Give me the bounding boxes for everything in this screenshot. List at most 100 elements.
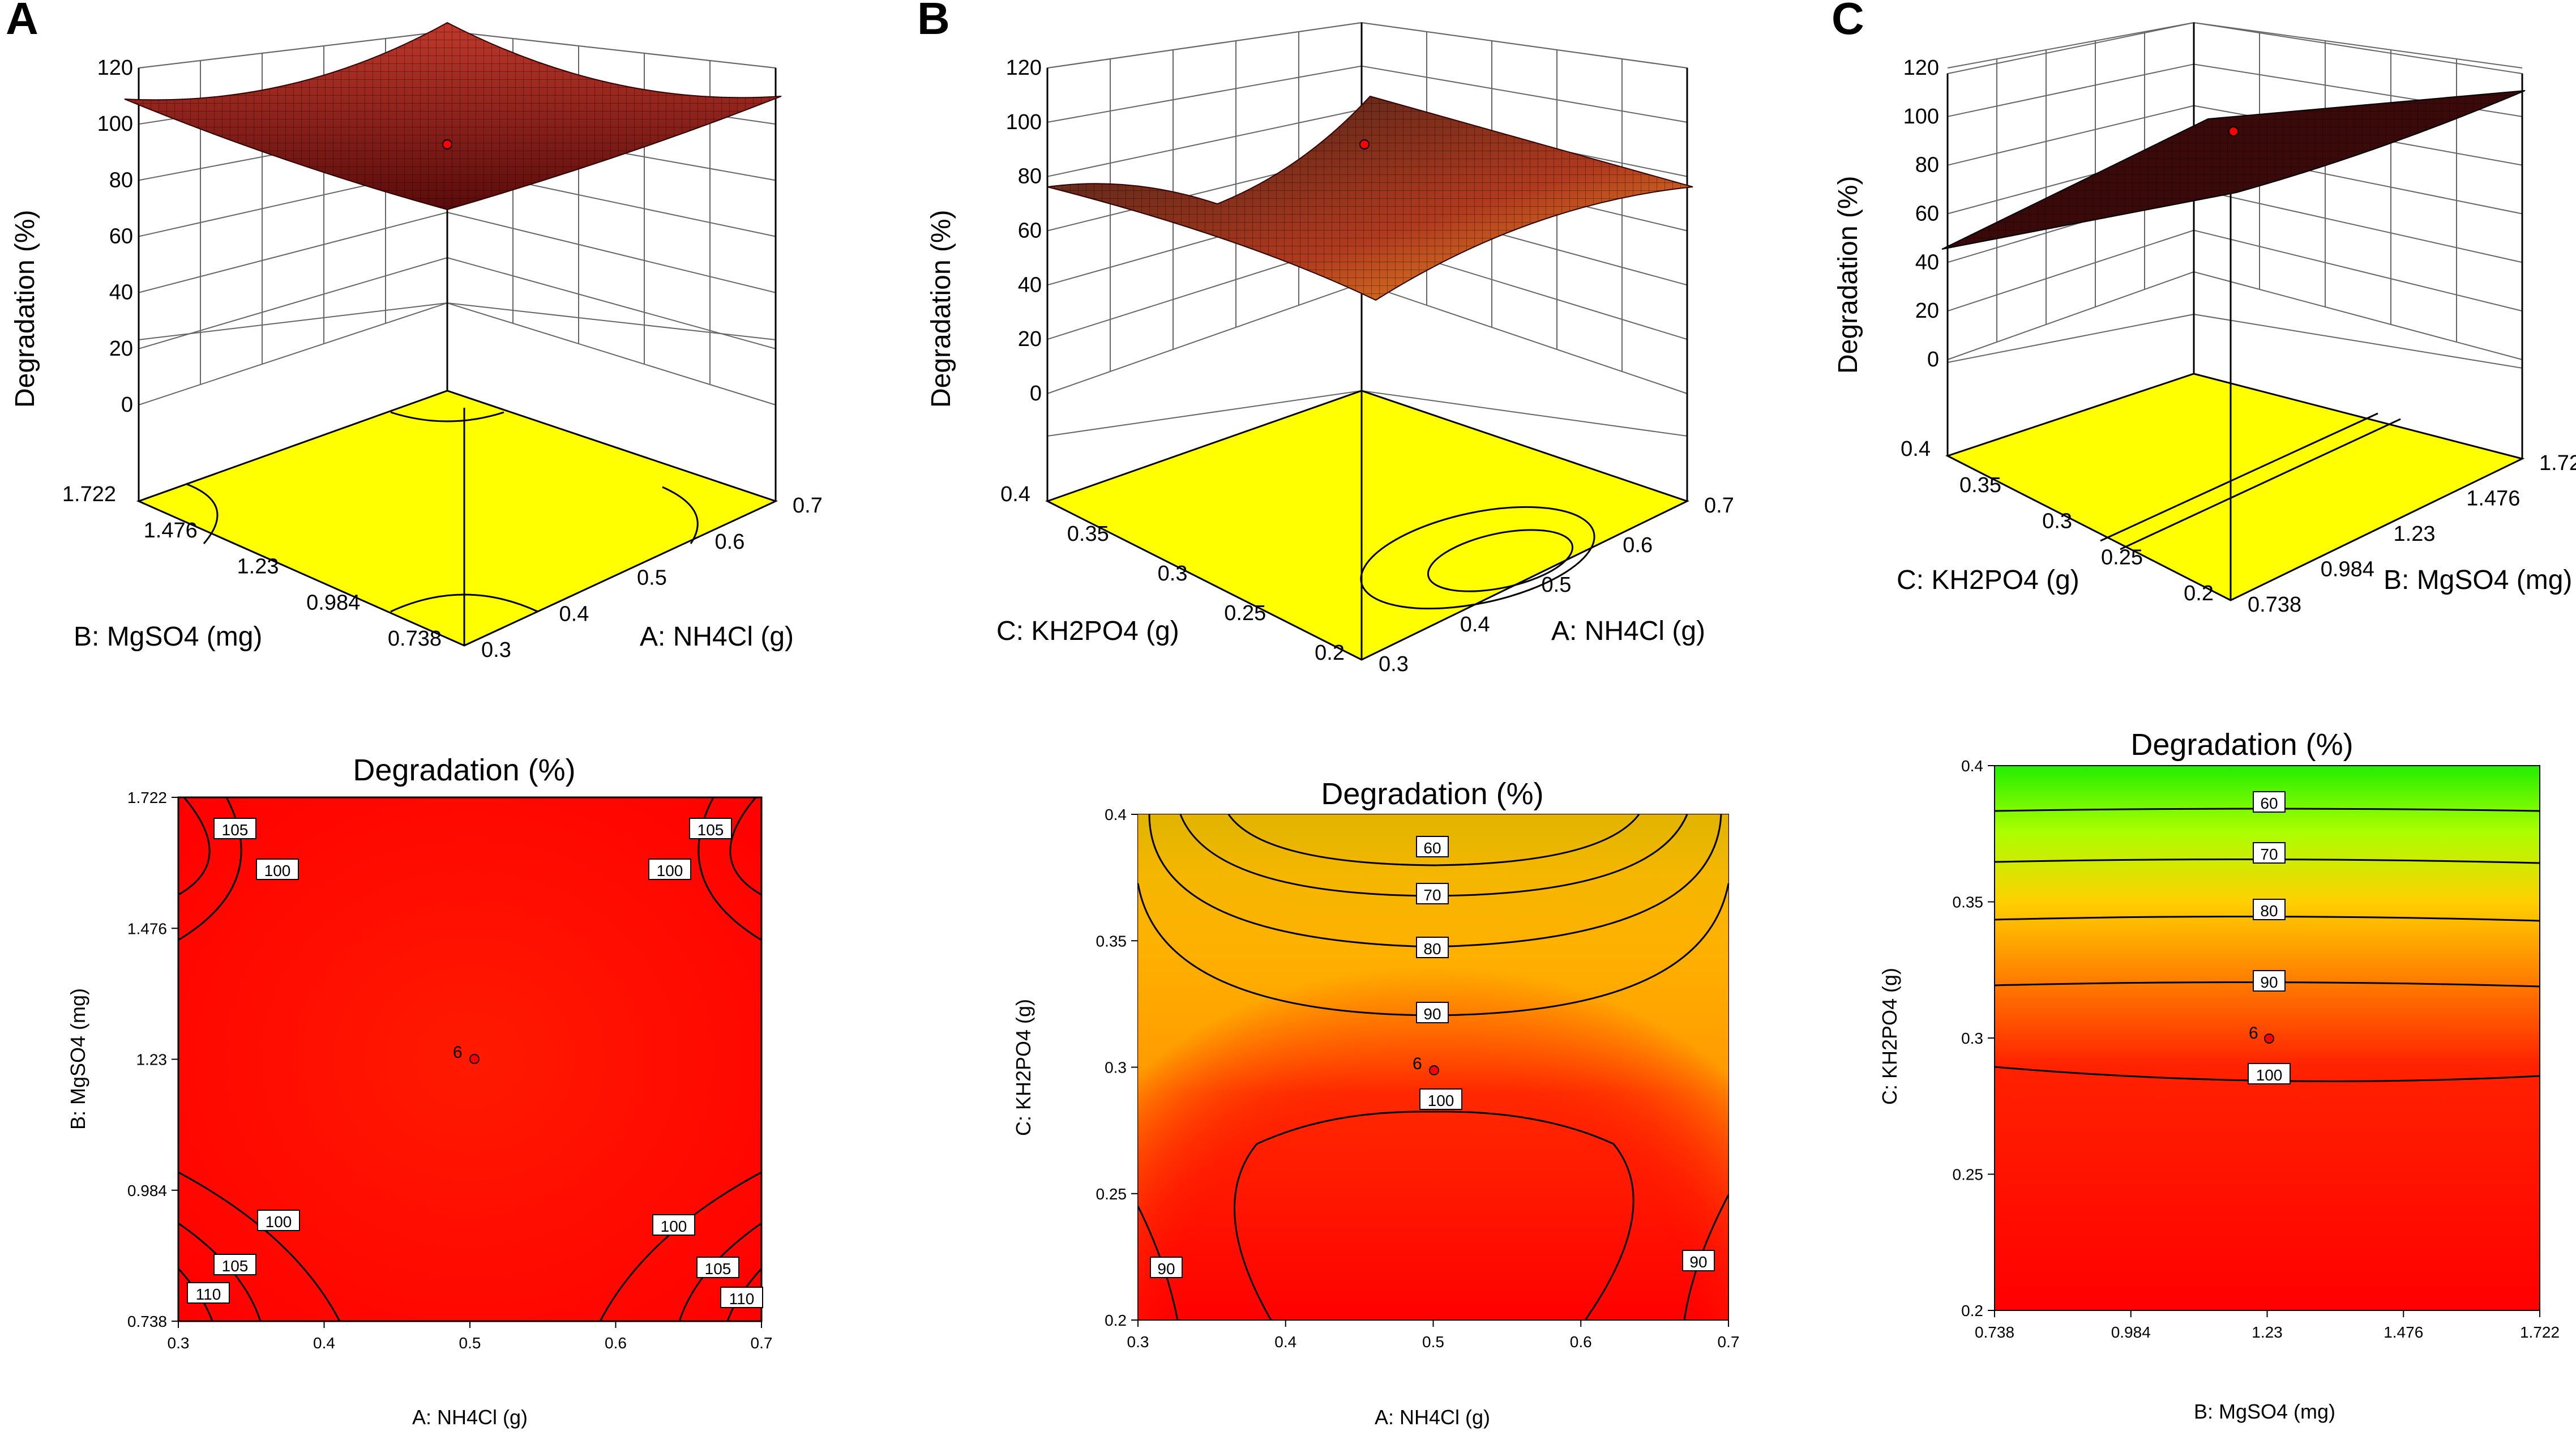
contour-label-box-c-1 [2253, 842, 2286, 864]
x-ticks-b: 0.3 0.4 0.5 0.6 0.7 [1379, 494, 1734, 676]
z-tick-a-5: 100 [97, 112, 133, 136]
contour-labels-c: 60 70 80 90 100 [2248, 791, 2291, 1084]
surface-mesh-c [1942, 91, 2525, 249]
design-point-a [469, 1054, 480, 1064]
contour-y-tick-b-1: 0.25 [1096, 1185, 1127, 1203]
design-point-c [2264, 1033, 2274, 1044]
contour-label-box-a-9 [720, 1287, 763, 1308]
wall-gridline-a-1 [138, 257, 776, 349]
z-tick-b-0: 0 [1030, 382, 1042, 405]
z-tick-c-5: 100 [1903, 105, 1939, 129]
floor-contour-line-a1 [390, 411, 504, 422]
contour-label-b-4: 100 [1428, 1092, 1454, 1109]
contour-label-b-2: 80 [1423, 940, 1441, 958]
z-ticks-c: 0 20 40 60 80 100 120 [1903, 56, 1939, 371]
x-tick-a-4: 0.7 [793, 494, 823, 518]
y-tick-b-1: 0.25 [1224, 601, 1266, 625]
contour-y-tick-c-4: 0.4 [1961, 757, 1983, 775]
contour-y-label-c: C: KH2PO4 (g) [1878, 968, 1901, 1105]
floor-contour-a [136, 390, 778, 647]
contour-y-tick-a-2: 1.23 [136, 1051, 168, 1069]
y-tick-c-0: 0.2 [2184, 582, 2214, 605]
contour-title-c: Degradation (%) [2130, 728, 2353, 762]
floor-contour-line-a2 [186, 483, 219, 544]
contour-label-b-0: 60 [1423, 839, 1441, 857]
x-tick-c-3: 1.476 [2466, 487, 2520, 511]
z-tick-b-6: 120 [1006, 56, 1042, 80]
x-label-a: A: NH4Cl (g) [640, 622, 794, 652]
contour-y-tick-b-0: 0.2 [1105, 1312, 1127, 1329]
contour-label-box-b-6 [1682, 1250, 1715, 1271]
surface-mesh-a [125, 23, 781, 210]
contour-x-label-b: A: NH4Cl (g) [1375, 1406, 1490, 1429]
design-point-label-c: 6 [2249, 1024, 2258, 1043]
contour-x-tick-a-0: 0.3 [168, 1334, 190, 1352]
contour-x-tick-a-3: 0.6 [605, 1334, 627, 1352]
y-ticks-a: 0.738 0.984 1.23 1.476 1.722 [62, 482, 442, 651]
contour-y-tick-c-2: 0.3 [1961, 1030, 1983, 1047]
design-point-label-a: 6 [453, 1043, 463, 1062]
z-tick-a-0: 0 [121, 393, 133, 417]
contour-label-box-b-5 [1150, 1257, 1183, 1278]
contour-label-c-0: 60 [2260, 795, 2278, 812]
contour-label-b-5: 90 [1157, 1260, 1175, 1278]
contour-a-100-br [599, 1171, 762, 1322]
contour-label-box-c-0 [2253, 791, 2286, 813]
contour-x-tick-c-3: 1.476 [2384, 1323, 2423, 1341]
contour-x-tick-c-4: 1.722 [2520, 1323, 2560, 1341]
contour-x-tick-b-2: 0.5 [1422, 1333, 1444, 1351]
contour-label-b-1: 70 [1423, 886, 1441, 904]
contour-x-tick-a-4: 0.7 [751, 1334, 773, 1352]
contour-label-box-c-3 [2253, 970, 2286, 992]
contour-x-ticks-b: 0.3 0.4 0.5 0.6 0.7 [1127, 1320, 1739, 1351]
x-tick-a-1: 0.4 [559, 602, 589, 626]
z-tick-a-4: 80 [109, 168, 133, 192]
contour-x-tick-c-2: 1.23 [2252, 1323, 2283, 1341]
x-tick-b-4: 0.7 [1704, 494, 1734, 518]
contour-label-box-a-6 [187, 1282, 230, 1304]
z-label-a: Degradation (%) [10, 210, 40, 408]
contour-title-a: Degradation (%) [353, 753, 575, 787]
surface-mesh-b [1047, 96, 1693, 300]
z-tick-c-4: 80 [1915, 153, 1939, 177]
x-tick-a-0: 0.3 [481, 638, 511, 662]
wall-gridline-a-2 [138, 211, 776, 293]
contour-label-box-a-5 [213, 1254, 256, 1275]
z-tick-c-0: 0 [1927, 348, 1939, 371]
z-tick-c-2: 40 [1915, 250, 1939, 274]
contour-plot-c: Degradation (%) 60 70 80 90 100 6 0.738 0.984… [1878, 728, 2560, 1423]
x-label-c: B: MgSO4 (mg) [2384, 565, 2572, 595]
z-tick-c-1: 20 [1915, 299, 1939, 323]
contour-label-a-8: 105 [705, 1260, 731, 1278]
contour-x-tick-c-0: 0.738 [1975, 1323, 2014, 1341]
y-tick-b-0: 0.2 [1315, 641, 1345, 665]
contour-b-100 [1234, 1111, 1634, 1321]
contour-x-tick-b-0: 0.3 [1127, 1333, 1149, 1351]
wall-gridline-a-0 [138, 302, 776, 405]
contour-label-box-a-0 [213, 818, 256, 839]
z-tick-a-6: 120 [97, 56, 133, 80]
contour-y-tick-b-3: 0.35 [1096, 932, 1127, 950]
contour-x-tick-c-1: 0.984 [2111, 1323, 2151, 1341]
contour-x-ticks-a: 0.3 0.4 0.5 0.6 0.7 [168, 1321, 773, 1352]
contour-label-c-3: 90 [2260, 973, 2278, 991]
x-tick-a-3: 0.6 [715, 530, 745, 554]
contour-label-box-b-0 [1416, 836, 1449, 857]
contour-y-ticks-a: 0.738 0.984 1.23 1.476 1.722 [127, 789, 178, 1330]
y-tick-a-2: 1.23 [237, 555, 279, 579]
contour-x-label-c: B: MgSO4 (mg) [2194, 1400, 2335, 1423]
y-tick-b-3: 0.35 [1067, 522, 1109, 546]
z-label-b: Degradation (%) [926, 210, 956, 408]
contour-plot-b: Degradation (%) 60 70 80 90 100 90 90 6 0.3 0.4… [1012, 777, 1739, 1429]
design-point-label-b: 6 [1413, 1054, 1422, 1073]
contour-label-a-6: 110 [196, 1285, 221, 1303]
z-ticks-a: 0 20 40 60 80 100 120 [97, 56, 133, 417]
contour-label-b-3: 90 [1423, 1005, 1441, 1023]
wall-gridline-c-0 [1947, 271, 2523, 360]
contour-label-box-a-2 [689, 818, 732, 839]
contour-y-tick-c-1: 0.25 [1953, 1166, 1984, 1184]
x-tick-c-1: 0.984 [2321, 558, 2374, 582]
